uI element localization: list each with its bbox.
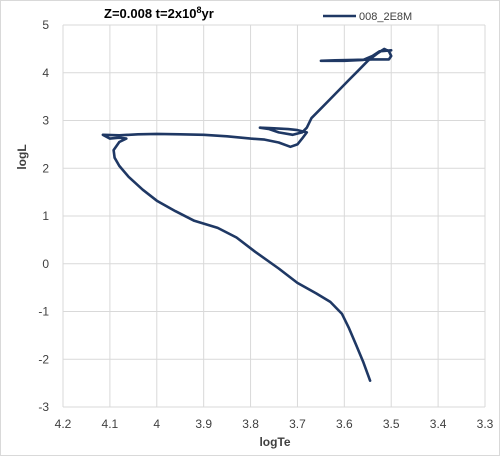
x-tick-label: 4 [153, 417, 160, 431]
y-tick-label: 0 [42, 257, 49, 271]
y-tick-label: -1 [38, 305, 49, 319]
y-axis-title: logL [15, 144, 29, 169]
x-tick-label: 3.6 [336, 417, 353, 431]
x-axis-title: logTe [259, 435, 290, 449]
y-tick-label: -2 [38, 352, 49, 366]
x-tick-label: 4.1 [102, 417, 119, 431]
x-tick-label: 3.8 [242, 417, 259, 431]
x-tick-label: 3.9 [195, 417, 212, 431]
x-tick-label: 3.3 [477, 417, 494, 431]
chart-title: Z=0.008 t=2x108yr [104, 5, 214, 21]
y-tick-label: -3 [38, 400, 49, 414]
y-tick-label: 3 [42, 114, 49, 128]
x-axis-ticks: 4.2 4.1 4 3.9 3.8 3.7 3.6 3.5 3.4 3.3 [55, 417, 494, 431]
x-tick-label: 3.5 [383, 417, 400, 431]
series-layer [101, 47, 393, 383]
y-tick-label: 2 [42, 161, 49, 175]
y-tick-label: 1 [42, 209, 49, 223]
legend: 008_2E8M [323, 11, 412, 23]
x-tick-label: 3.7 [289, 417, 306, 431]
grid [62, 24, 486, 408]
x-tick-label: 3.4 [430, 417, 447, 431]
series-line-008_2E8M [101, 47, 393, 383]
y-tick-label: 4 [42, 66, 49, 80]
legend-label: 008_2E8M [359, 11, 412, 23]
x-tick-label: 4.2 [55, 417, 72, 431]
y-axis-ticks: 5 4 3 2 1 0 -1 -2 -3 [38, 18, 49, 414]
y-tick-label: 5 [42, 18, 49, 32]
